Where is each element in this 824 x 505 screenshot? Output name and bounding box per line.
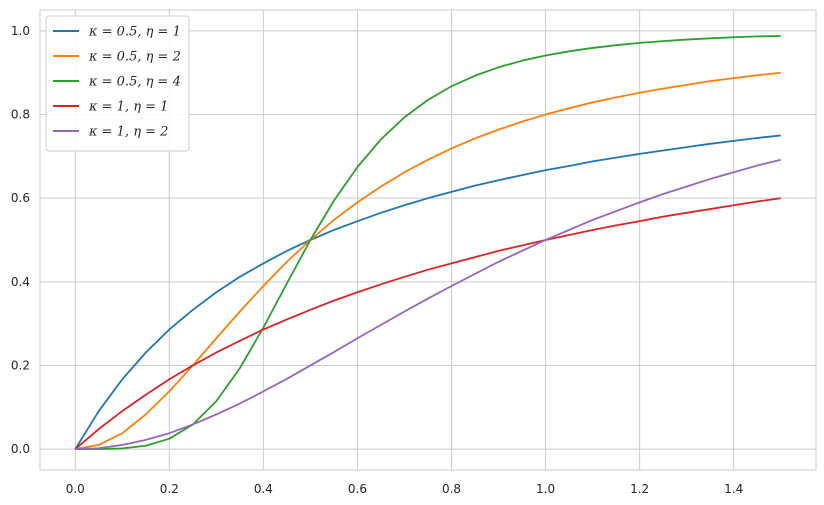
y-tick-label: 0.2	[11, 358, 30, 372]
legend-label: κ = 0.5, η = 4	[88, 75, 181, 90]
series-line-5	[75, 158, 781, 450]
series-line-1	[74, 134, 781, 450]
y-tick-label: 0.0	[11, 442, 30, 456]
x-tick-label: 1.2	[630, 482, 649, 496]
y-tick-label: 0.6	[11, 191, 30, 205]
x-tick-label: 0.4	[254, 482, 273, 496]
legend-label: κ = 1, η = 1	[88, 100, 168, 115]
y-tick-label: 1.0	[11, 24, 30, 38]
x-tick-label: 0.2	[160, 482, 179, 496]
series-lines	[74, 35, 781, 450]
x-tick-label: 0.0	[66, 482, 85, 496]
legend-box	[45, 15, 190, 152]
x-axis-ticks: 0.0 0.2 0.4 0.6 0.8 1.0 1.2 1.4	[66, 482, 744, 496]
legend-label: κ = 0.5, η = 2	[88, 50, 181, 65]
x-tick-label: 0.6	[348, 482, 367, 496]
plot-frame	[39, 9, 817, 471]
y-axis-ticks: 0.0 0.2 0.4 0.6 0.8 1.0	[11, 24, 30, 456]
series-line-4	[74, 197, 781, 450]
y-tick-label: 0.8	[11, 108, 30, 122]
x-tick-label: 1.0	[536, 482, 555, 496]
x-tick-label: 0.8	[442, 482, 461, 496]
y-tick-label: 0.4	[11, 275, 30, 289]
legend-label: κ = 1, η = 2	[88, 125, 168, 140]
x-tick-label: 1.4	[724, 482, 743, 496]
legend-label: κ = 0.5, η = 1	[88, 25, 181, 40]
legend: κ = 0.5, η = 1 κ = 0.5, η = 2 κ = 0.5, η =…	[45, 15, 190, 152]
